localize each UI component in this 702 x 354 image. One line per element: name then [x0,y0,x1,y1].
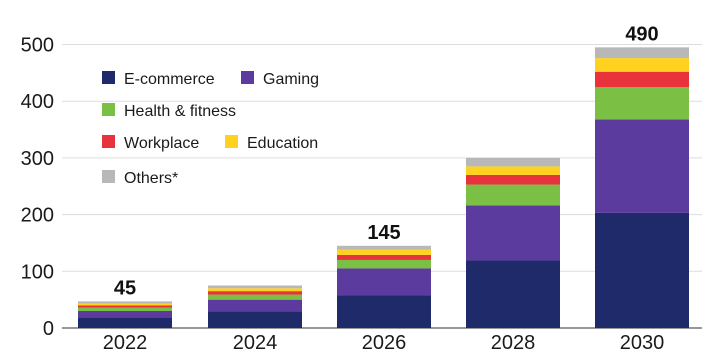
bar-segment: Gaming 2024: 21 [208,299,302,312]
y-tick-label: 0 [43,318,54,340]
y-tick-label: 200 [21,205,54,227]
bar-segment: Others* 2030: 19 [595,47,689,59]
bars: E-commerce 2022: 19Gaming 2022: 11Health… [78,47,689,328]
legend: E-commerce Gaming Health & fitness Workplac… [102,71,319,187]
bar-segment: Health & fitness 2024: 9 [208,294,302,300]
bar-segment: Others* 2026: 7 [337,245,431,250]
legend-label: Education [247,135,318,152]
total-label: 490 [625,23,658,45]
legend-swatch [102,103,115,116]
bar-segment: Education 2022: 3 [78,303,172,306]
y-axis-tick-labels: 0 100 200 300 400 500 [21,35,54,341]
y-tick-label: 100 [21,261,54,283]
x-tick-label: 2026 [362,332,407,354]
bar-segment: Workplace 2030: 27 [595,71,689,88]
bar-segment: Gaming 2026: 47 [337,268,431,296]
x-tick-label: 2028 [491,332,536,354]
legend-swatch [225,135,238,148]
bar-segment: Workplace 2026: 9 [337,254,431,260]
legend-swatch [102,170,115,183]
bar-segment: Health & fitness 2028: 37 [466,184,560,206]
bar-segment: Education 2030: 24 [595,58,689,72]
legend-label: E-commerce [124,71,215,88]
legend-label: Workplace [124,135,199,152]
x-axis-tick-labels: 2022 2024 2026 2028 2030 [103,332,665,354]
bar-segment: Health & fitness 2030: 57 [595,87,689,120]
total-label: 145 [367,222,400,244]
bar-segment: Workplace 2028: 17 [466,174,560,185]
bar-segment: Gaming 2022: 11 [78,310,172,318]
bar-segment: E-commerce 2030: 203 [595,212,689,328]
bar-segment: Gaming 2030: 165 [595,119,689,213]
legend-label: Others* [124,170,178,187]
bar-segment: Education 2024: 5 [208,288,302,292]
bar-segment: Others* 2022: 4 [78,301,172,304]
bar-segment: E-commerce 2028: 119 [466,260,560,328]
bar-segment: E-commerce 2022: 19 [78,317,172,328]
bar-segment: E-commerce 2024: 29 [208,311,302,328]
bar-segment: Education 2028: 15 [466,166,560,175]
legend-label: Health & fitness [124,103,236,120]
x-tick-label: 2024 [233,332,278,354]
total-label: 45 [114,277,136,299]
x-tick-label: 2022 [103,332,148,354]
bar-segment: Health & fitness 2022: 6 [78,307,172,311]
x-tick-label: 2030 [620,332,665,354]
total-labels: 45 145 490 [114,23,659,299]
bar-segment: Workplace 2022: 4 [78,305,172,308]
bar-segment: E-commerce 2026: 58 [337,295,431,328]
legend-swatch [102,135,115,148]
bar-segment: Others* 2024: 5 [208,285,302,289]
bar-segment: Workplace 2024: 6 [208,291,302,295]
bar-segment: Others* 2028: 15 [466,157,560,167]
y-tick-label: 500 [21,35,54,57]
bar-segment: Gaming 2028: 97 [466,205,560,261]
y-tick-label: 300 [21,148,54,170]
bar-segment: Health & fitness 2026: 15 [337,259,431,269]
legend-label: Gaming [263,71,319,88]
y-tick-label: 400 [21,91,54,113]
bar-segment: Education 2026: 9 [337,249,431,255]
legend-swatch [102,71,115,84]
legend-swatch [241,71,254,84]
